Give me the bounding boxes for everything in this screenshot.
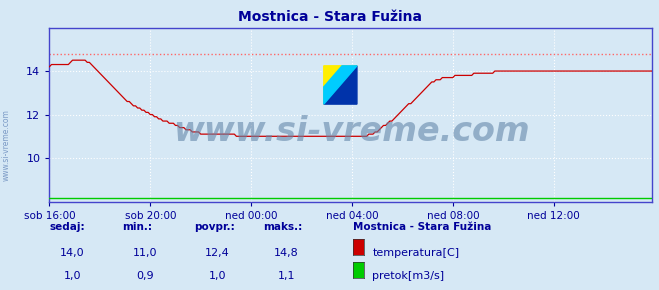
Text: 1,0: 1,0: [209, 271, 226, 281]
Text: Mostnica - Stara Fužina: Mostnica - Stara Fužina: [353, 222, 491, 232]
Polygon shape: [324, 66, 357, 104]
Text: Mostnica - Stara Fužina: Mostnica - Stara Fužina: [237, 10, 422, 24]
Text: www.si-vreme.com: www.si-vreme.com: [2, 109, 11, 181]
Text: 11,0: 11,0: [132, 248, 158, 258]
Text: 0,9: 0,9: [136, 271, 154, 281]
Text: min.:: min.:: [122, 222, 152, 232]
Text: 14,8: 14,8: [274, 248, 299, 258]
Text: 14,0: 14,0: [60, 248, 85, 258]
Text: povpr.:: povpr.:: [194, 222, 235, 232]
Text: pretok[m3/s]: pretok[m3/s]: [372, 271, 444, 281]
Text: 12,4: 12,4: [205, 248, 230, 258]
Text: www.si-vreme.com: www.si-vreme.com: [173, 115, 529, 148]
Text: maks.:: maks.:: [264, 222, 303, 232]
Text: 1,1: 1,1: [278, 271, 295, 281]
Text: 1,0: 1,0: [64, 271, 81, 281]
Polygon shape: [324, 66, 357, 104]
Polygon shape: [324, 66, 357, 104]
Text: sedaj:: sedaj:: [49, 222, 85, 232]
Text: temperatura[C]: temperatura[C]: [372, 248, 459, 258]
